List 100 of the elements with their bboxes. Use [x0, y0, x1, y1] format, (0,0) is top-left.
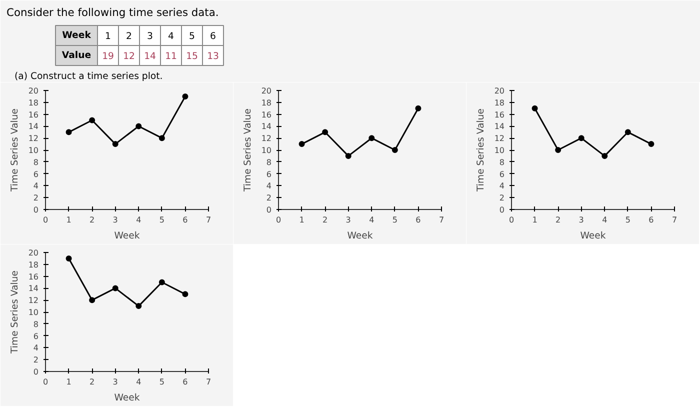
x-tick-label: 4 [136, 378, 142, 386]
point [602, 152, 608, 159]
y-tick-label: 0 [33, 368, 39, 376]
y-tick-label: 4 [266, 182, 272, 191]
y-tick-label: 6 [499, 170, 505, 179]
y-tick-label: 20 [494, 86, 505, 96]
x-tick-label: 4 [369, 216, 374, 224]
y-tick-label: 12 [28, 296, 39, 306]
x-tick-label: 0 [276, 216, 282, 224]
y-tick-label: 16 [28, 272, 39, 282]
x-tick-label: 4 [602, 216, 608, 224]
y-tick-label: 18 [28, 260, 39, 270]
x-tick-label: 0 [42, 378, 48, 386]
x-tick-label: 1 [66, 216, 72, 224]
y-tick-label: 0 [499, 206, 505, 214]
y-tick-label: 18 [494, 98, 505, 108]
point [648, 141, 654, 148]
x-tick-label: 2 [90, 216, 95, 224]
x-tick-label: 2 [322, 216, 328, 224]
y-tick-label: 10 [261, 146, 272, 155]
x-tick-label: 3 [147, 31, 154, 42]
y-tick-label: 10 [494, 146, 505, 155]
y-tick-label: 14 [261, 122, 272, 132]
y-tick-label: 4 [33, 344, 39, 353]
x-tick-label: 6 [182, 216, 188, 224]
point [298, 141, 305, 148]
x-tick-label: 0 [42, 216, 48, 224]
y-tick-label: 8 [33, 158, 39, 167]
x-tick-label: 5 [159, 216, 164, 224]
y-axis-title: Time Series Value [242, 108, 254, 193]
y-tick-label: 18 [261, 98, 272, 108]
y-tick-label: 0 [266, 206, 272, 214]
y-tick-label: 10 [28, 308, 39, 317]
x-tick-label: 1 [299, 216, 304, 224]
x-tick-label: 2 [126, 31, 132, 42]
point [578, 135, 584, 142]
y-tick-label: 12 [261, 134, 272, 144]
x-tick-label: 6 [210, 31, 216, 42]
y-tick-label: 6 [33, 332, 39, 341]
y-tick-label: 10 [28, 146, 39, 155]
point [182, 93, 188, 100]
y-tick-label: 14 [28, 284, 39, 294]
point [66, 255, 72, 262]
point [392, 147, 398, 153]
x-tick-label: 6 [416, 216, 421, 224]
x-axis-title: Week [114, 392, 140, 404]
x-axis-title: Week [114, 230, 140, 242]
x-tick-label: 7 [206, 216, 212, 224]
y-tick-label: 18 [28, 98, 39, 108]
x-tick-label: 5 [189, 31, 196, 42]
x-tick-label: 2 [556, 216, 561, 224]
point [345, 152, 352, 159]
y-tick-label: 16 [494, 110, 505, 120]
y-tick-label: 8 [266, 158, 272, 167]
y-tick-label: 16 [28, 110, 39, 120]
chart-title: Consider the following time series data. [6, 6, 219, 19]
x-tick-label: 4 [136, 216, 142, 224]
data-label: 11 [165, 51, 177, 62]
y-tick-label: 6 [33, 170, 39, 179]
x-tick-label: 1 [532, 216, 538, 224]
y-axis-title: Time Series Value [9, 108, 20, 193]
y-tick-label: 8 [33, 320, 39, 329]
y-axis-title: Time Series Value [475, 108, 486, 193]
point [415, 105, 422, 112]
y-tick-label: 14 [494, 122, 505, 132]
data-label: 15 [186, 51, 198, 62]
y-tick-label: 12 [494, 134, 505, 144]
y-tick-label: 4 [499, 182, 505, 191]
x-tick-label: 3 [578, 216, 584, 224]
annotation: (a) Construct a time series plot. [14, 71, 163, 82]
y-tick-label: 6 [266, 170, 272, 179]
x-tick-label: 3 [112, 378, 118, 386]
point [112, 285, 118, 292]
x-tick-label: 5 [625, 216, 630, 224]
x-tick-label: 4 [168, 31, 174, 42]
y-tick-label: 2 [33, 194, 39, 203]
point [555, 147, 562, 153]
point [89, 117, 96, 124]
y-tick-label: 8 [499, 158, 505, 167]
y-tick-label: 0 [33, 206, 39, 214]
x-axis-title: Week [62, 30, 92, 41]
y-tick-label: 4 [33, 182, 39, 191]
x-tick-label: 3 [112, 216, 118, 224]
point [368, 135, 375, 142]
x-tick-label: 1 [66, 378, 72, 386]
y-tick-label: Value [62, 50, 92, 61]
y-tick-label: 16 [261, 110, 272, 120]
x-tick-label: 5 [159, 378, 164, 386]
point [66, 129, 72, 136]
x-tick-label: 2 [90, 378, 95, 386]
x-axis-title: Week [580, 230, 606, 242]
x-tick-label: 1 [105, 31, 112, 42]
point [624, 129, 631, 136]
point [112, 141, 118, 148]
point [136, 303, 142, 310]
point [136, 123, 142, 130]
y-tick-label: 20 [28, 248, 39, 258]
y-tick-label: 20 [28, 86, 39, 96]
point [182, 291, 188, 298]
point [322, 129, 328, 136]
